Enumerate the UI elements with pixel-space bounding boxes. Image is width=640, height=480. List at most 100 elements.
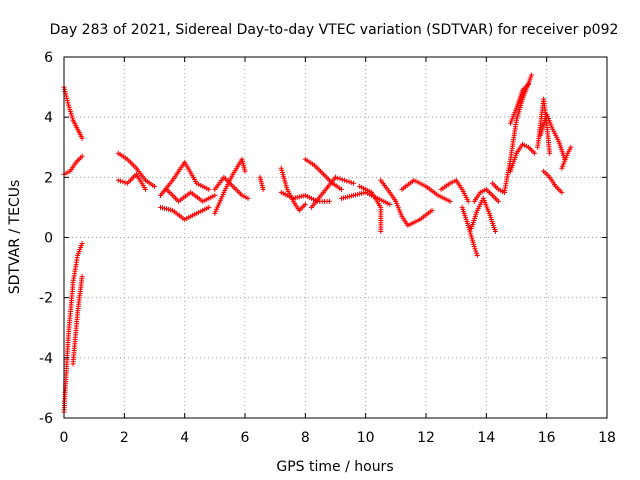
data-point bbox=[474, 250, 479, 256]
y-tick-label: 2 bbox=[44, 170, 53, 186]
data-point bbox=[79, 135, 85, 141]
data-point bbox=[516, 109, 522, 115]
data-point bbox=[473, 248, 479, 254]
data-point bbox=[335, 175, 341, 181]
data-point bbox=[545, 113, 550, 119]
series-group bbox=[393, 177, 471, 228]
y-tick-label: -4 bbox=[39, 351, 53, 367]
data-point bbox=[333, 174, 338, 180]
series-group bbox=[501, 72, 538, 195]
data-point bbox=[474, 253, 480, 258]
y-tick-label: -6 bbox=[39, 411, 53, 427]
data-point bbox=[483, 202, 489, 208]
data-point bbox=[495, 198, 501, 204]
data-point bbox=[344, 178, 350, 184]
data-point bbox=[508, 120, 513, 126]
data-point bbox=[64, 95, 70, 101]
x-tick-labels: 0 2 4 6 8 10 12 14 16 18 bbox=[60, 430, 616, 446]
data-points bbox=[61, 72, 574, 415]
data-point bbox=[472, 246, 478, 252]
data-point bbox=[546, 118, 552, 124]
x-axis-label: GPS time / hours bbox=[276, 459, 393, 475]
series-group bbox=[115, 150, 157, 192]
data-point bbox=[560, 163, 566, 169]
x-tick-label: 0 bbox=[60, 430, 69, 446]
data-point bbox=[471, 244, 477, 249]
data-point bbox=[394, 201, 400, 206]
series-group bbox=[278, 156, 357, 213]
data-point bbox=[79, 153, 85, 159]
data-point bbox=[67, 106, 73, 112]
data-point bbox=[348, 180, 354, 186]
data-point bbox=[339, 186, 344, 192]
x-tick-label: 16 bbox=[538, 430, 556, 446]
y-tick-label: 4 bbox=[44, 110, 53, 126]
data-point bbox=[346, 179, 352, 185]
data-point bbox=[378, 229, 384, 234]
data-point bbox=[481, 198, 487, 203]
x-tick-label: 8 bbox=[301, 430, 310, 446]
data-point bbox=[66, 102, 71, 108]
data-point bbox=[206, 204, 212, 210]
y-tick-label: 0 bbox=[44, 231, 53, 247]
data-point bbox=[339, 177, 345, 183]
data-point bbox=[206, 186, 212, 192]
data-point bbox=[485, 206, 491, 212]
data-point bbox=[68, 111, 74, 117]
data-point bbox=[242, 168, 248, 174]
data-point bbox=[559, 189, 565, 195]
y-tick-labels: -6 -4 -2 0 2 4 6 bbox=[39, 50, 53, 427]
x-tick-label: 12 bbox=[417, 430, 435, 446]
data-point bbox=[465, 198, 471, 204]
y-tick-label: -2 bbox=[39, 291, 53, 307]
data-point bbox=[79, 241, 85, 246]
x-tick-label: 10 bbox=[357, 430, 375, 446]
data-point bbox=[532, 150, 538, 156]
data-point bbox=[397, 209, 403, 215]
data-point bbox=[302, 201, 308, 207]
data-point bbox=[529, 72, 535, 78]
axis-ticks bbox=[63, 56, 608, 419]
data-point bbox=[115, 177, 121, 183]
x-tick-label: 18 bbox=[598, 430, 616, 446]
data-point bbox=[120, 179, 126, 185]
series-group bbox=[212, 156, 266, 216]
chart-title: Day 283 of 2021, Sidereal Day-to-day VTE… bbox=[50, 22, 619, 38]
data-point bbox=[62, 89, 68, 95]
data-point bbox=[563, 155, 569, 161]
x-tick-label: 14 bbox=[477, 430, 495, 446]
data-point bbox=[492, 229, 498, 234]
data-point bbox=[447, 198, 453, 204]
data-point bbox=[513, 107, 519, 113]
data-point bbox=[79, 274, 85, 280]
series-group bbox=[459, 180, 507, 258]
data-point bbox=[509, 116, 515, 122]
x-tick-label: 4 bbox=[180, 430, 189, 446]
data-point bbox=[69, 115, 75, 121]
data-point bbox=[118, 178, 124, 184]
data-point bbox=[327, 198, 332, 204]
plot-frame bbox=[63, 56, 608, 419]
data-point bbox=[548, 122, 554, 128]
data-point bbox=[122, 180, 128, 186]
series-group bbox=[535, 96, 574, 195]
data-point bbox=[351, 180, 357, 186]
data-point bbox=[212, 192, 218, 198]
data-point bbox=[429, 207, 435, 213]
data-point bbox=[547, 150, 553, 156]
data-point bbox=[526, 81, 532, 87]
series-group bbox=[339, 177, 399, 234]
data-point bbox=[245, 195, 251, 201]
data-point bbox=[143, 186, 148, 192]
x-tick-label: 6 bbox=[241, 430, 250, 446]
series-group bbox=[158, 159, 218, 222]
data-point bbox=[282, 180, 288, 186]
data-point bbox=[342, 177, 348, 183]
data-point bbox=[561, 159, 567, 165]
data-point bbox=[387, 201, 393, 207]
data-point bbox=[152, 183, 157, 189]
series-group bbox=[61, 84, 85, 415]
y-axis-label: SDTVAR / TECUs bbox=[7, 180, 23, 295]
data-point bbox=[64, 98, 70, 104]
